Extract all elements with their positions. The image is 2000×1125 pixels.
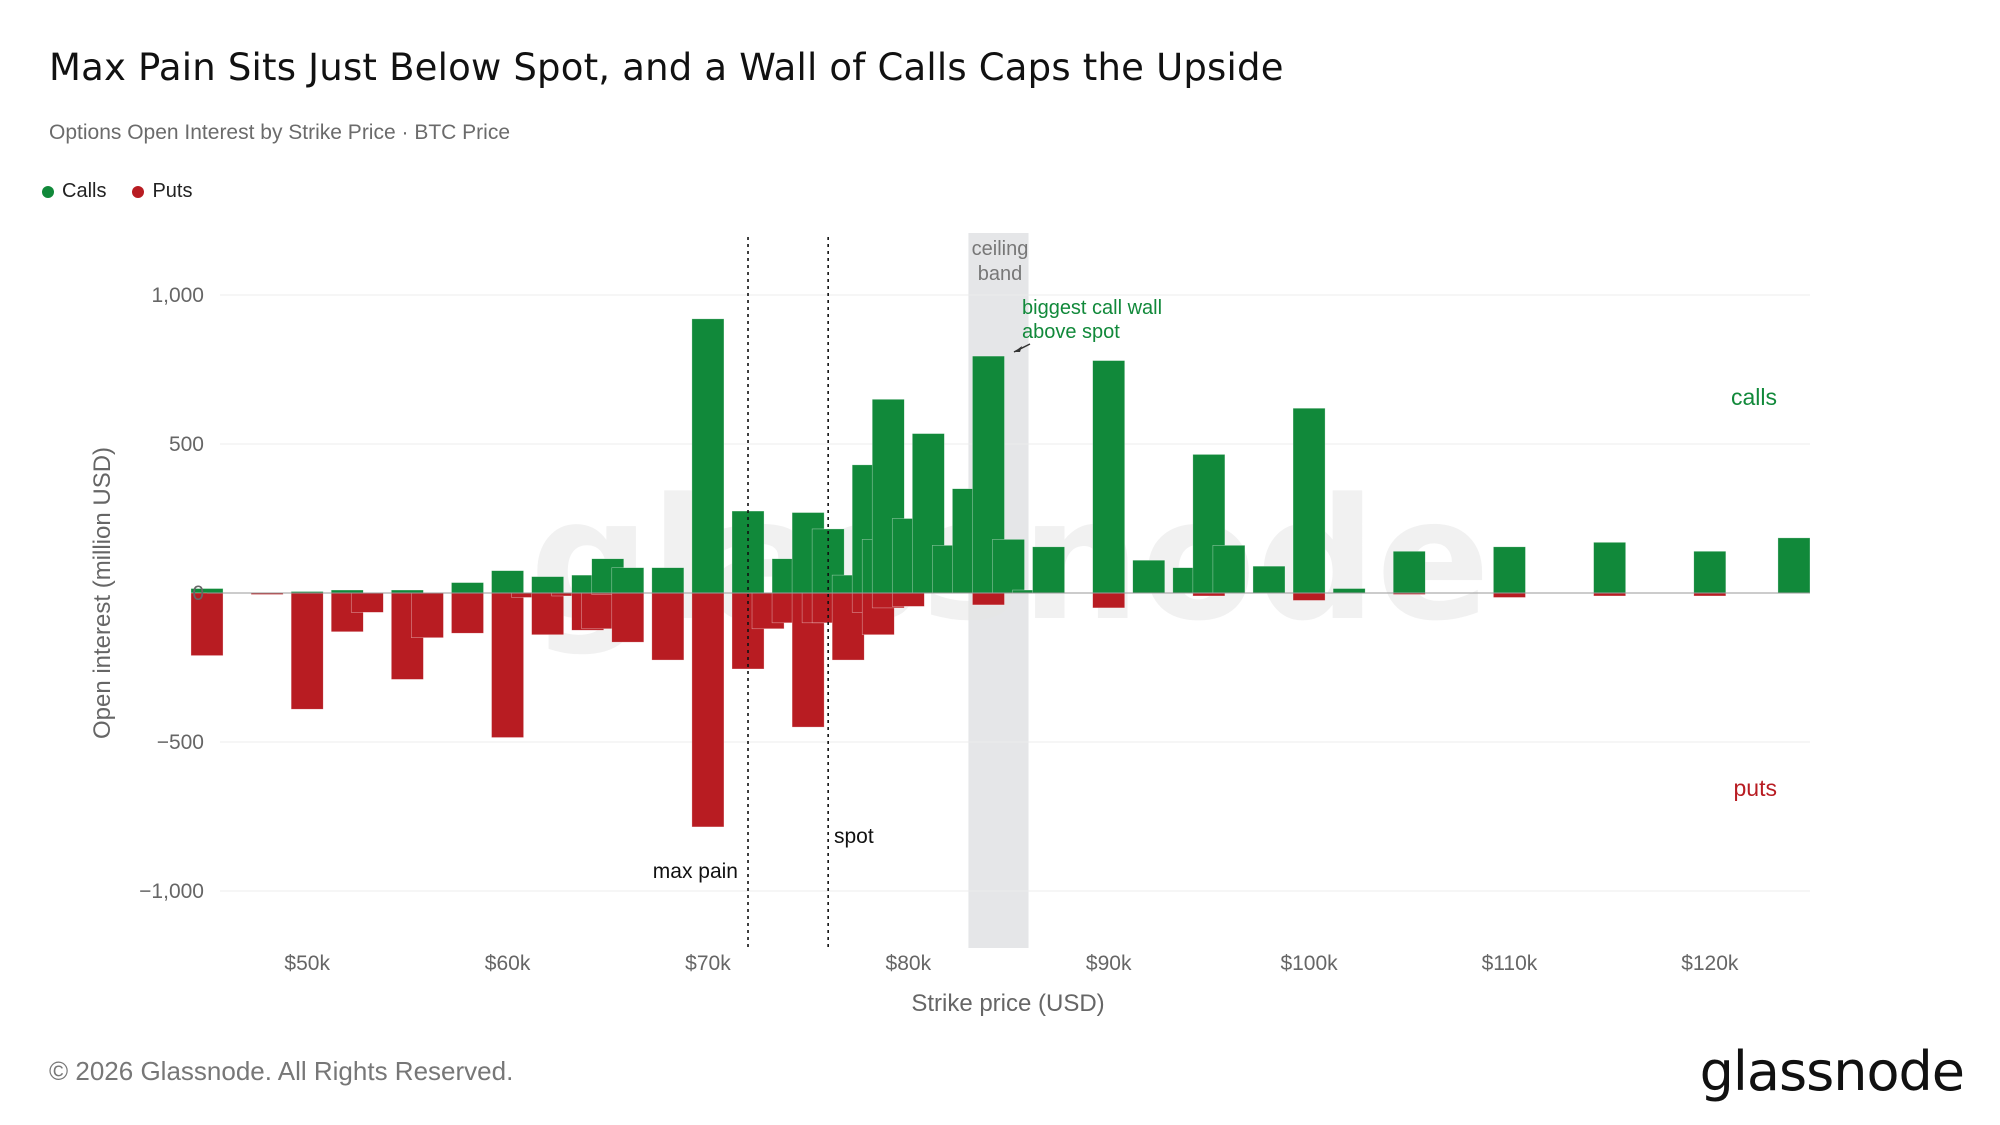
x-tick-label: $80k (886, 952, 932, 975)
spot-label: spot (834, 825, 874, 848)
puts-bar (1092, 592, 1126, 609)
y-tick-label: 0 (192, 582, 204, 605)
puts-bar (691, 592, 725, 828)
call-wall-arrowhead-icon (1014, 346, 1022, 352)
calls-bar (1392, 550, 1426, 594)
calls-bar (1252, 565, 1286, 594)
y-tick-label: −500 (157, 731, 204, 754)
calls-dot-icon (42, 185, 54, 198)
x-tick-label: $70k (685, 952, 731, 975)
puts-bar (1292, 592, 1326, 601)
puts-bar (451, 592, 484, 634)
legend-label-puts: Puts (152, 180, 193, 202)
calls-bar (1332, 588, 1366, 594)
ceiling-band-label-line1: ceiling (972, 238, 1029, 260)
legend-item-puts[interactable]: Puts (132, 180, 192, 203)
puts-bar (350, 592, 384, 613)
x-axis-title: Strike price (USD) (911, 990, 1104, 1017)
puts-bar (290, 592, 324, 710)
calls-bar (1212, 545, 1246, 594)
calls-bar (451, 582, 484, 594)
puts-bar (972, 592, 1005, 606)
chart-subtitle: Options Open Interest by Strike Price · … (49, 121, 510, 144)
x-tick-label: $100k (1280, 952, 1338, 975)
puts-bar (891, 592, 925, 607)
copyright-footer: © 2026 Glassnode. All Rights Reserved. (49, 1056, 514, 1086)
calls-bar (912, 433, 945, 594)
legend: Calls Puts (42, 180, 192, 203)
puts-dot-icon (132, 185, 145, 198)
call-wall-label-line1: biggest call wall (1022, 297, 1162, 319)
call-wall-label-line2: above spot (1022, 321, 1120, 343)
calls-bar (1092, 360, 1126, 594)
puts-bar (411, 592, 444, 639)
calls-bar (1292, 407, 1326, 594)
x-tick-label: $60k (485, 952, 531, 975)
calls-bar (1032, 546, 1065, 594)
glassnode-logo[interactable]: glassnode (1699, 1040, 1965, 1103)
y-tick-label: 500 (169, 433, 204, 456)
x-tick-label: $120k (1681, 952, 1739, 975)
ceiling-band-label-line2: band (978, 263, 1023, 285)
calls-bar (691, 318, 725, 594)
max-pain-label: max pain (653, 860, 738, 883)
calls-bar (1693, 550, 1727, 594)
x-tick-label: $50k (284, 952, 330, 975)
puts-bar (190, 592, 224, 656)
legend-item-calls[interactable]: Calls (42, 180, 106, 203)
puts-bar (581, 592, 615, 630)
x-tick-label: $90k (1086, 952, 1132, 975)
puts-bar (491, 592, 524, 738)
calls-bar (531, 576, 564, 594)
chart-title: Max Pain Sits Just Below Spot, and a Wal… (49, 46, 1284, 89)
puts-region-label: puts (1734, 775, 1777, 801)
calls-bar (1132, 559, 1166, 594)
calls-bar (651, 567, 685, 594)
puts-bar (531, 592, 564, 636)
y-tick-label: 1,000 (151, 284, 204, 307)
calls-bar (491, 570, 524, 594)
puts-bar (1493, 592, 1526, 598)
calls-bar (992, 539, 1025, 594)
y-axis-title: Open interest (million USD) (89, 447, 116, 739)
calls-region-label: calls (1731, 384, 1777, 410)
calls-bar (1593, 542, 1626, 594)
x-tick-label: $110k (1482, 952, 1538, 975)
y-tick-label: −1,000 (139, 880, 204, 903)
calls-bar (1493, 546, 1526, 594)
calls-bar (611, 567, 645, 594)
puts-bar (611, 592, 645, 643)
legend-label-calls: Calls (62, 180, 107, 202)
puts-bar (651, 592, 685, 661)
calls-bar (1777, 537, 1811, 594)
